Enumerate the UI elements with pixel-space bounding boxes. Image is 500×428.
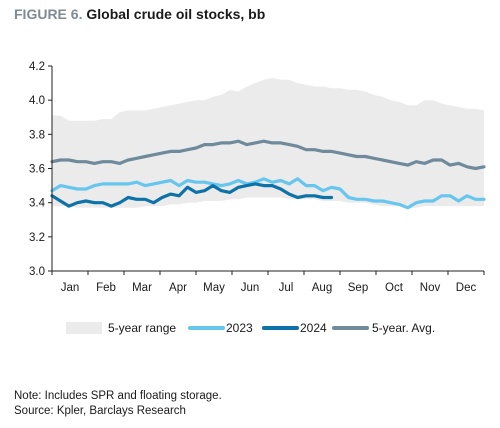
y-tick-label: 4.0 [29,95,45,107]
x-tick-label: Dec [456,282,477,294]
figure-label: FIGURE 6. [14,6,83,22]
x-tick-label: Oct [385,282,404,294]
figure-title: FIGURE 6. Global crude oil stocks, bb [14,6,265,22]
axes: 3.0 3.2 3.4 3.6 3.8 4.0 4.2 Jan Feb Mar Apr May Jun J… [29,61,485,294]
series-line-2023 [50,177,486,210]
x-tick-label: May [203,282,225,294]
y-tick-label: 3.8 [29,129,45,141]
chart-note: Note: Includes SPR and floating storage. [14,390,222,402]
y-tick-label: 3.4 [29,198,46,210]
y-tick-label: 3.6 [29,164,45,176]
legend-label-2023: 2023 [226,321,253,335]
x-tick-label: Feb [96,282,116,294]
x-tick-label: Aug [312,282,332,294]
series-line-2024 [50,182,334,208]
x-tick-label: Apr [169,282,187,294]
legend: 5-year range 2023 2024 5-year. Avg. [66,321,435,335]
y-tick-label: 4.2 [29,61,45,73]
x-tick-label: Mar [132,282,152,294]
figure-title-text: Global crude oil stocks, bb [86,6,266,22]
legend-label-5-year-avg: 5-year. Avg. [372,321,435,335]
legend-label-2024: 2024 [300,321,327,335]
x-tick-label: Nov [420,282,441,294]
legend-label-5-year-range: 5-year range [108,321,176,335]
plot-area [50,78,486,210]
x-tick-label: Jul [279,282,294,294]
y-tick-label: 3.2 [29,232,45,244]
legend-swatch-5-year-range [66,322,102,334]
y-tick-label: 3.0 [29,266,45,278]
x-tick-label: Sep [348,282,368,294]
chart-source: Source: Kpler, Barclays Research [14,405,186,417]
series-line-5-year-avg [50,139,486,171]
x-tick-label: Jan [61,282,80,294]
x-tick-label: Jun [241,282,260,294]
